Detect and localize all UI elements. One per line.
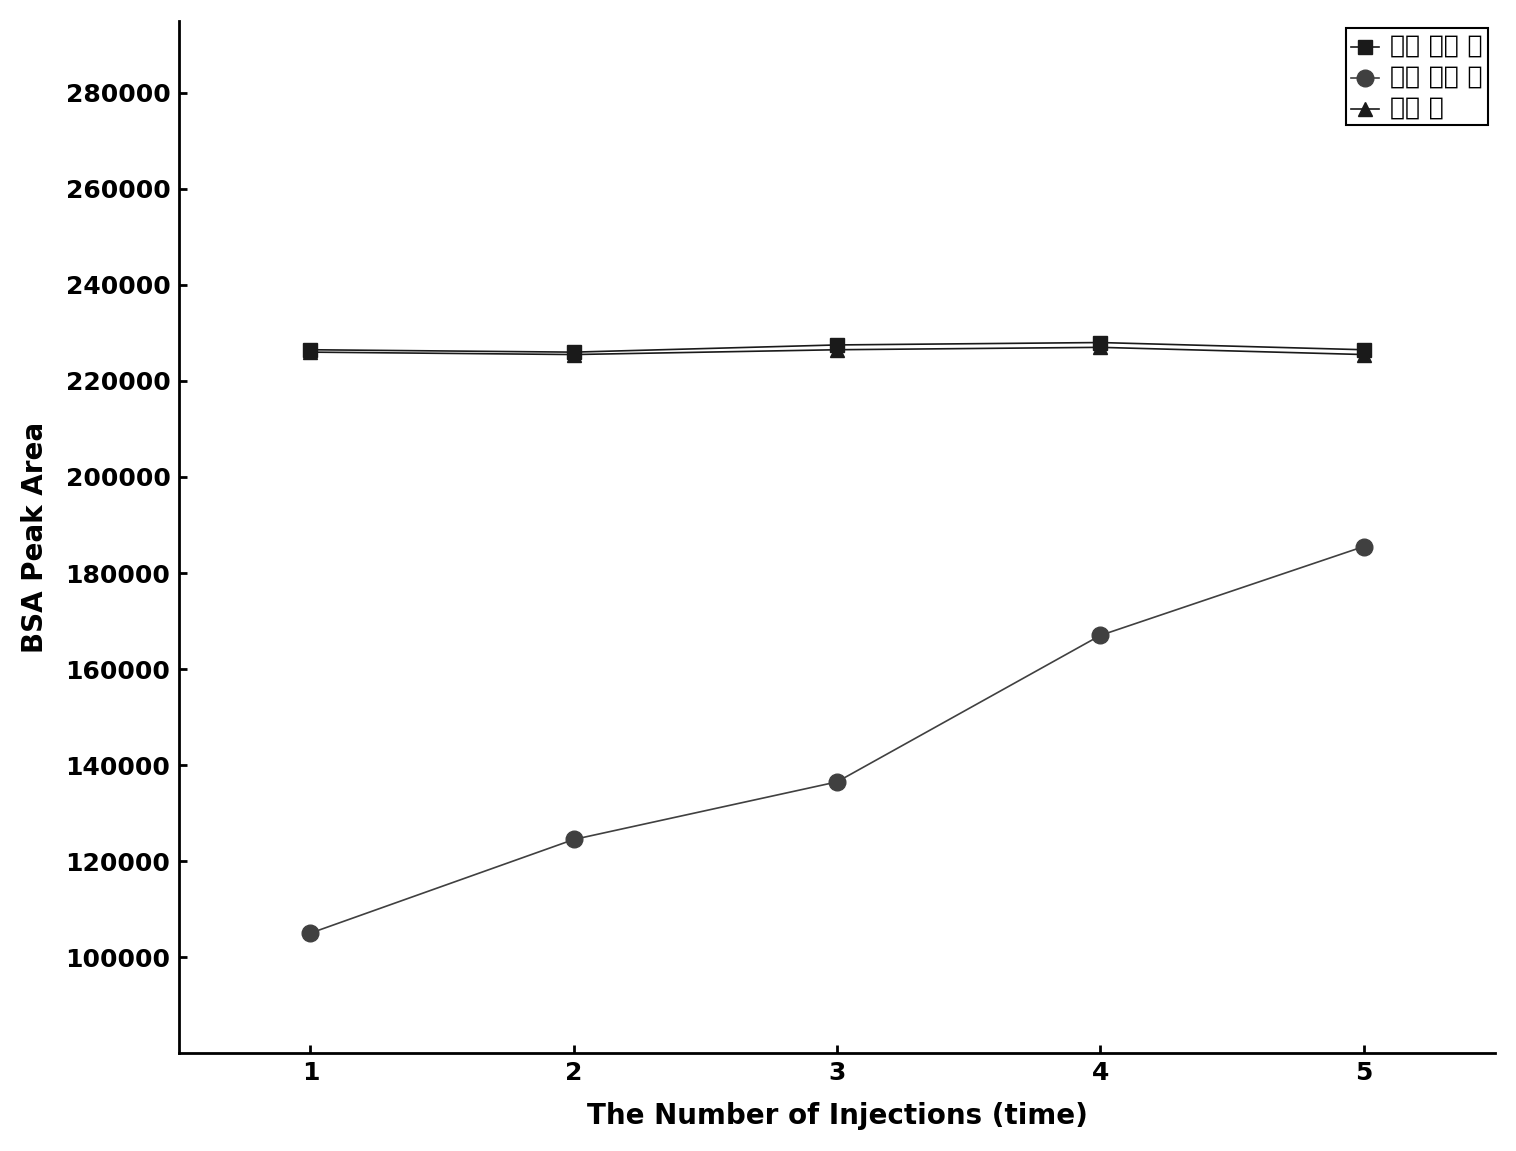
Legend: 改性 后介 质, 改性 前介 质, 连接 头: 改性 后介 质, 改性 前介 质, 连接 头 (1346, 28, 1489, 124)
X-axis label: The Number of Injections (time): The Number of Injections (time) (587, 1103, 1087, 1130)
Y-axis label: BSA Peak Area: BSA Peak Area (21, 421, 49, 653)
